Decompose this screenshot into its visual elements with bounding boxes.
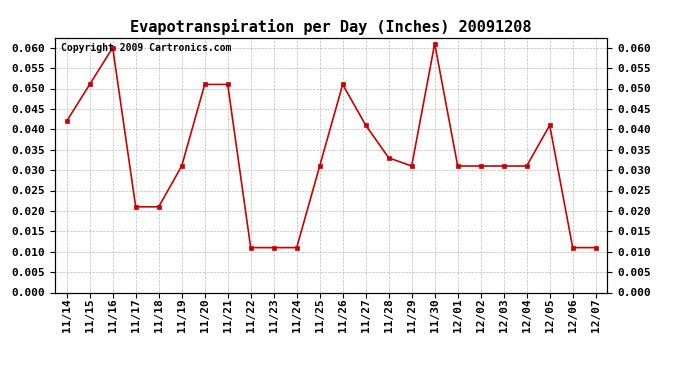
Title: Evapotranspiration per Day (Inches) 20091208: Evapotranspiration per Day (Inches) 2009…: [130, 19, 532, 35]
Text: Copyright 2009 Cartronics.com: Copyright 2009 Cartronics.com: [61, 43, 231, 52]
